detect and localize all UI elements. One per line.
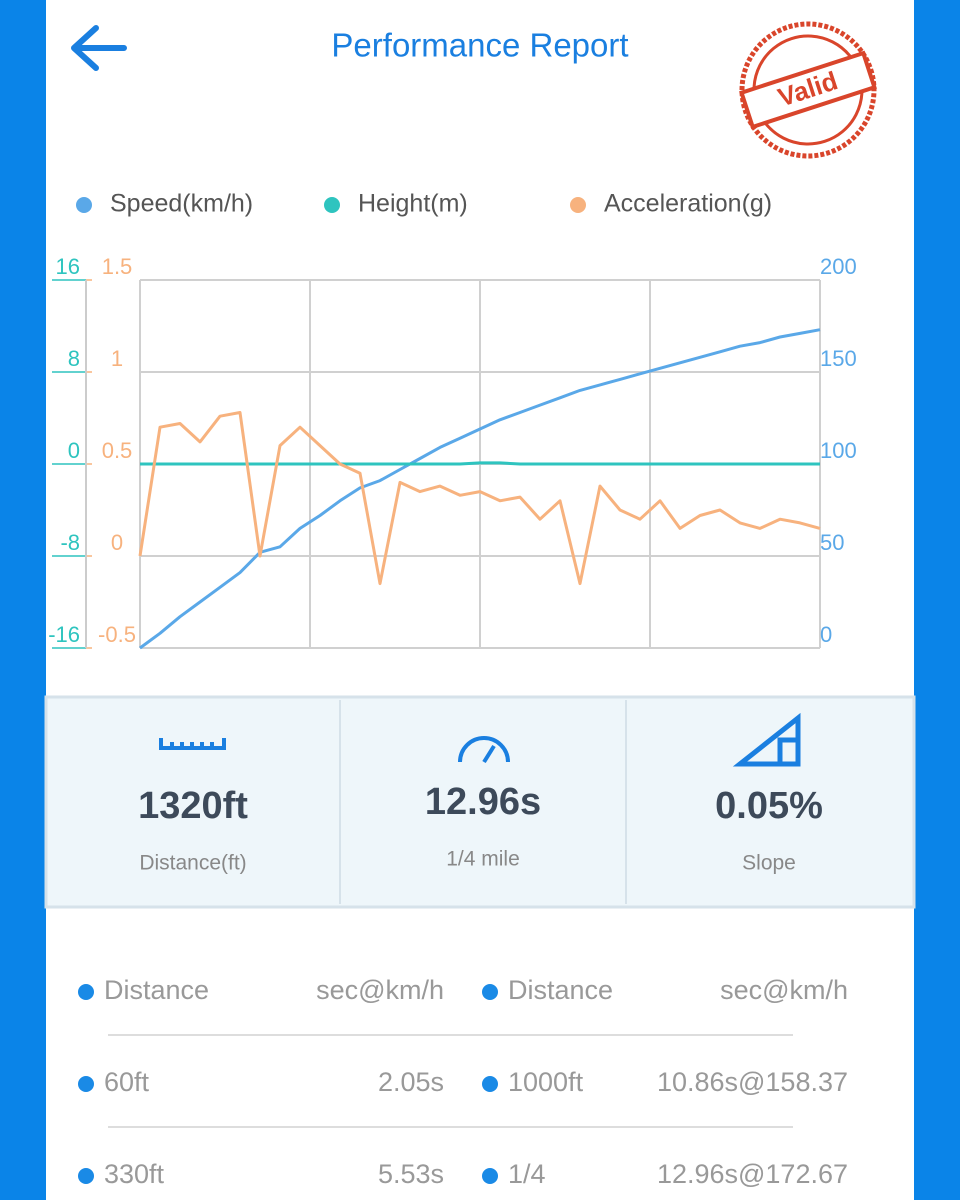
stat-label: Slope <box>742 852 796 875</box>
chart: 0 50 100 150 200 -16 -8 0 8 16 -0.5 0 0.5 1 1.5 Speed(k… <box>48 190 857 650</box>
bullet <box>78 984 94 1000</box>
stats-panel <box>44 695 916 909</box>
y-tick-label: -16 <box>48 622 80 647</box>
table-cell: 60ft <box>104 1067 150 1097</box>
y-tick-label: -8 <box>60 530 80 555</box>
stat-value: 0.05% <box>715 785 823 827</box>
bullet <box>482 984 498 1000</box>
legend-label: Acceleration(g) <box>604 190 772 218</box>
bullet <box>482 1076 498 1092</box>
table-cell: 5.53s <box>378 1159 444 1189</box>
ruler-icon <box>159 738 226 750</box>
legend-label: Height(m) <box>358 190 468 218</box>
table-header-cell: Distance <box>508 975 613 1005</box>
bullet <box>78 1168 94 1184</box>
y2-tick-label: 50 <box>820 530 844 555</box>
table-cell: 10.86s@158.37 <box>657 1067 848 1097</box>
y2-tick-label: 150 <box>820 346 857 371</box>
table-header-cell: sec@km/h <box>720 975 848 1005</box>
y2-tick-label: 200 <box>820 254 857 279</box>
side-bar <box>0 0 46 1200</box>
y2-tick-label: 0 <box>820 622 832 647</box>
y-tick-label: 8 <box>68 346 80 371</box>
page-title: Performance Report <box>331 27 628 64</box>
table-cell: 1000ft <box>508 1067 584 1097</box>
y-tick-label: 0 <box>68 438 80 463</box>
y-tick-label: 16 <box>56 254 80 279</box>
table: Distance sec@km/h Distance sec@km/h 60ft 2.05… <box>78 975 848 1189</box>
table-cell: 12.96s@172.67 <box>657 1159 848 1189</box>
table-cell: 330ft <box>104 1159 165 1189</box>
series-line <box>139 328 821 650</box>
series-line <box>140 461 820 466</box>
back-button[interactable] <box>71 25 127 71</box>
bullet <box>78 1076 94 1092</box>
table-cell: 1/4 <box>508 1159 546 1189</box>
y3-tick-label: -0.5 <box>98 622 136 647</box>
stat-label: Distance(ft) <box>139 852 246 875</box>
stats: 1320ft Distance(ft) 12.96s 1/4 mile 0.05% Slo… <box>138 781 823 875</box>
legend-marker <box>76 197 92 213</box>
stat-value: 1320ft <box>138 785 248 827</box>
table-header-cell: Distance <box>104 975 209 1005</box>
series-line <box>138 411 821 586</box>
side-bar <box>914 0 960 1200</box>
y3-tick-label: 1 <box>111 346 123 371</box>
y3-tick-label: 0.5 <box>102 438 133 463</box>
legend-marker <box>324 197 340 213</box>
y3-tick-label: 1.5 <box>102 254 133 279</box>
y3-tick-label: 0 <box>111 530 123 555</box>
table-header-cell: sec@km/h <box>316 975 444 1005</box>
legend-label: Speed(km/h) <box>110 190 253 218</box>
gauge-icon <box>458 736 510 763</box>
legend-marker <box>570 197 586 213</box>
slope-icon <box>732 712 801 767</box>
table-cell: 2.05s <box>378 1067 444 1097</box>
y2-tick-label: 100 <box>820 438 857 463</box>
stat-value: 12.96s <box>425 781 541 823</box>
bullet <box>482 1168 498 1184</box>
gauge-needle <box>482 744 496 764</box>
stat-label: 1/4 mile <box>446 848 520 871</box>
